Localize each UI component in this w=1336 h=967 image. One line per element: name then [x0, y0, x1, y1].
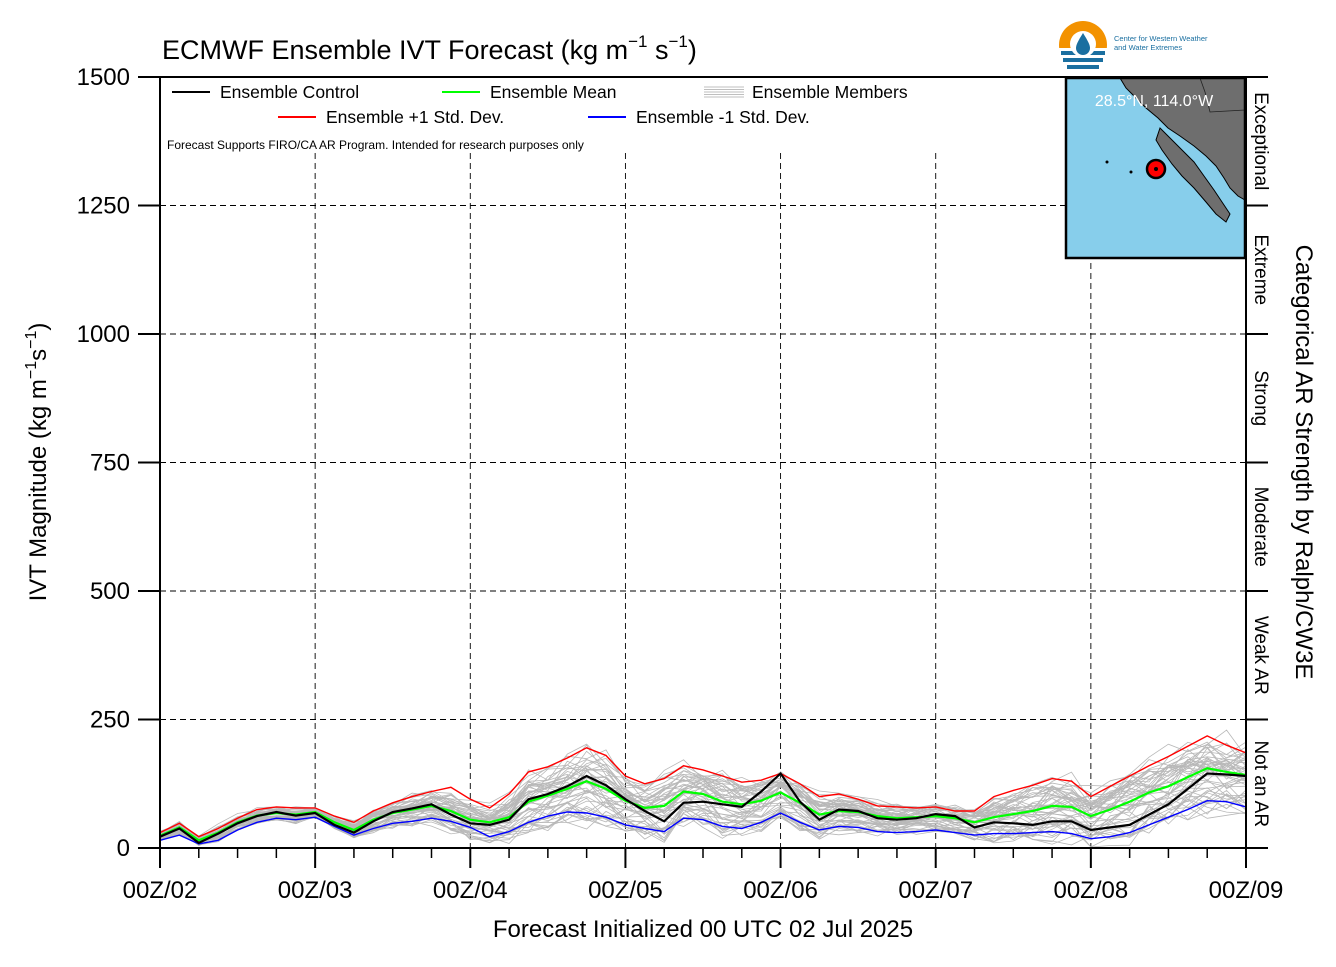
y-tick-label: 0 [117, 835, 130, 862]
legend: Ensemble Control Ensemble Mean Ensemble Me… [172, 82, 908, 127]
x-tick-label: 00Z/06 [743, 877, 818, 904]
y-axis-label: IVT Magnitude (kg m−1s−1) [23, 323, 52, 602]
ensemble-member-line [159, 760, 1247, 841]
legend-label: Ensemble +1 Std. Dev. [326, 107, 504, 127]
y-tick-label: 250 [90, 707, 130, 734]
y-tick-label: 1500 [77, 64, 130, 91]
grid-lines [160, 153, 1246, 848]
category-label: Extreme [1250, 234, 1271, 305]
series-line-ensemble-1-std-dev- [159, 735, 1247, 838]
map-peninsula [1155, 127, 1231, 223]
logo-wave-icon [1067, 65, 1099, 69]
disclaimer-note: Forecast Supports FIRO/CA AR Program. In… [167, 138, 584, 152]
x-tick-label: 00Z/09 [1209, 877, 1284, 904]
ensemble-statistic-lines [159, 735, 1247, 845]
x-tick-label: 00Z/04 [433, 877, 508, 904]
x-tick-label: 00Z/07 [898, 877, 973, 904]
chart-title: ECMWF Ensemble IVT Forecast (kg m−1 s−1) [162, 32, 697, 65]
map-island [1129, 170, 1133, 174]
location-marker-center [1154, 167, 1158, 171]
legend-label: Ensemble Control [220, 82, 359, 102]
category-axis: Not an AR Weak AR Moderate Strong Extreme Exc… [1246, 76, 1271, 849]
ensemble-member-line [159, 756, 1247, 839]
ensemble-member-lines [159, 729, 1247, 848]
legend-label: Ensemble Members [752, 82, 908, 102]
y-axis: 0 250 500 750 1000 1250 1500 [77, 64, 160, 862]
category-label: Strong [1250, 370, 1271, 426]
map-island [1105, 160, 1109, 164]
x-axis-label: Forecast Initialized 00 UTC 02 Jul 2025 [493, 916, 913, 943]
y-tick-label: 1000 [77, 321, 130, 348]
x-tick-label: 00Z/02 [123, 877, 198, 904]
legend-label: Ensemble -1 Std. Dev. [636, 107, 810, 127]
series-line-ensemble-1-std-dev- [159, 799, 1247, 845]
x-tick-label: 00Z/08 [1053, 877, 1128, 904]
y-tick-label: 1250 [77, 193, 130, 220]
inset-map: 28.5°N, 114.0°W [1064, 76, 1247, 260]
series-line-ensemble-mean [159, 767, 1247, 842]
category-label: Exceptional [1250, 92, 1271, 190]
category-label: Not an AR [1250, 740, 1271, 827]
map-coordinates: 28.5°N, 114.0°W [1095, 93, 1214, 110]
water-drop-icon [1076, 33, 1090, 55]
category-label: Weak AR [1250, 616, 1271, 695]
series-line-ensemble-control [159, 771, 1247, 845]
logo-text-line2: and Water Extremes [1114, 43, 1182, 52]
cw3e-logo: Center for Western Weather and Water Ext… [1059, 21, 1208, 70]
right-axis-label: Categorical AR Strength by Ralph/CW3E [1290, 245, 1317, 680]
logo-text-line1: Center for Western Weather [1114, 34, 1208, 43]
logo-wave-icon [1063, 58, 1103, 62]
y-tick-label: 500 [90, 578, 130, 605]
y-tick-label: 750 [90, 450, 130, 477]
map-frame [1064, 76, 1247, 260]
x-tick-label: 00Z/03 [278, 877, 353, 904]
x-axis: 00Z/02 00Z/03 00Z/04 00Z/05 00Z/06 00Z/07 00Z/… [123, 848, 1284, 904]
x-tick-label: 00Z/05 [588, 877, 663, 904]
ensemble-member-line [159, 764, 1247, 841]
legend-label: Ensemble Mean [490, 82, 616, 102]
category-label: Moderate [1250, 487, 1271, 567]
